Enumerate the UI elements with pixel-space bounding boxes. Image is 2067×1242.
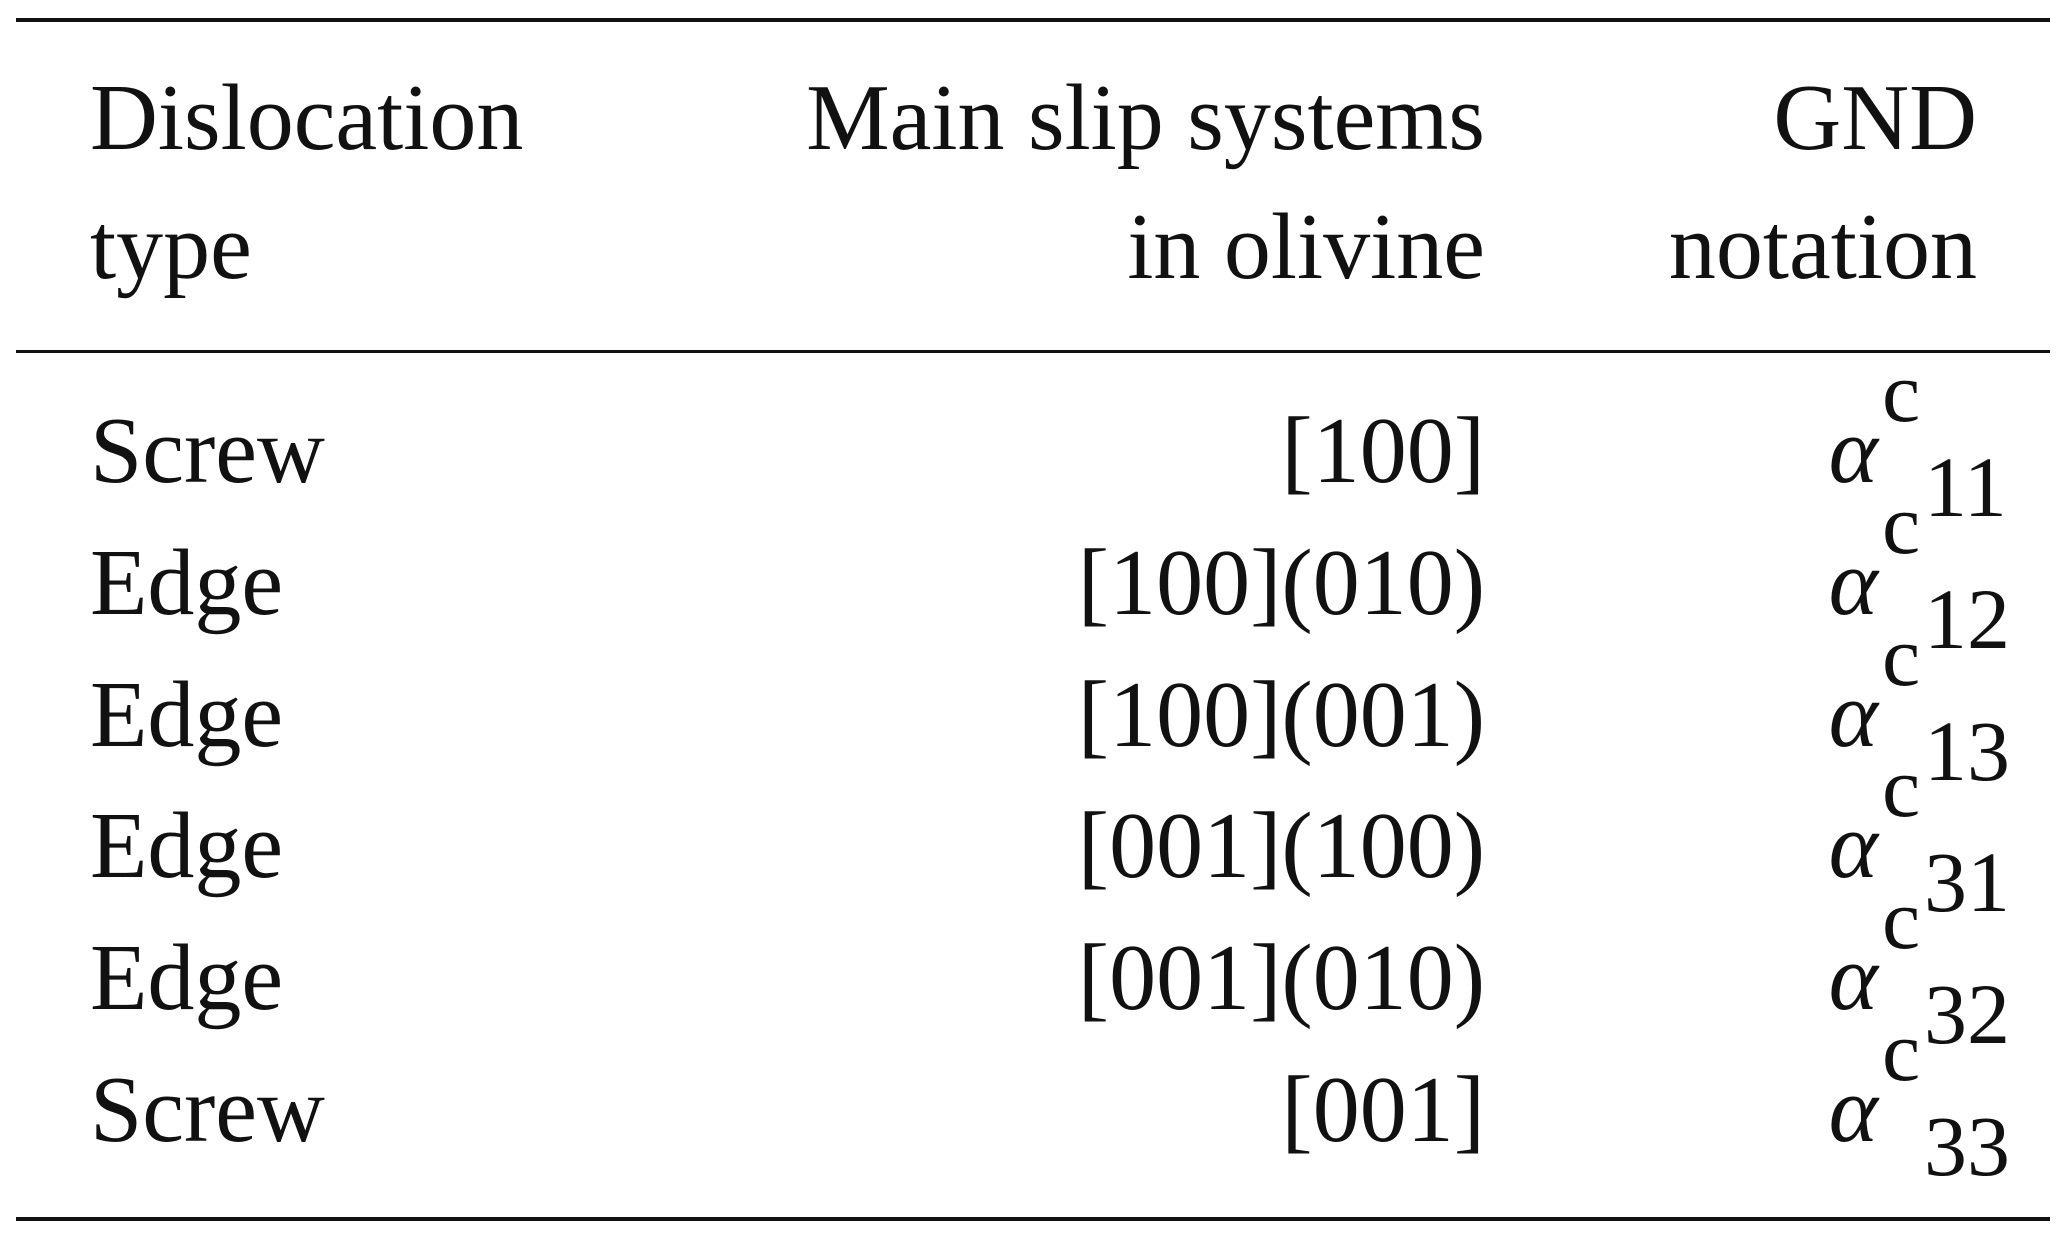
dislocation-type-cell: Edge bbox=[90, 663, 284, 767]
header-slip-systems-line2: in olivine bbox=[1127, 195, 1485, 299]
header-gnd-notation-line1: GND bbox=[1773, 66, 1977, 170]
alpha-symbol: α bbox=[1828, 1058, 1878, 1162]
header-dislocation-type-line1: Dislocation bbox=[90, 66, 524, 170]
alpha-symbol: α bbox=[1828, 399, 1878, 503]
header-rule bbox=[16, 350, 2050, 353]
header-dislocation-type-line2: type bbox=[90, 195, 252, 299]
subscript: 12 bbox=[1924, 571, 2010, 667]
dislocation-type-cell: Edge bbox=[90, 531, 284, 635]
bottom-rule bbox=[16, 1217, 2050, 1221]
superscript: c bbox=[1882, 476, 1921, 572]
subscript: 32 bbox=[1924, 966, 2010, 1062]
slip-system-cell: [100](001) bbox=[1077, 663, 1485, 767]
subscript: 13 bbox=[1924, 703, 2010, 799]
subscript: 11 bbox=[1924, 439, 2007, 535]
dislocation-type-cell: Edge bbox=[90, 926, 284, 1030]
alpha-symbol: α bbox=[1828, 531, 1878, 635]
dislocation-type-cell: Screw bbox=[90, 399, 325, 503]
slip-system-cell: [001](010) bbox=[1077, 926, 1485, 1030]
dislocation-type-cell: Screw bbox=[90, 1058, 325, 1162]
slip-system-cell: [100] bbox=[1281, 399, 1485, 503]
dislocation-type-cell: Edge bbox=[90, 794, 284, 898]
superscript: c bbox=[1882, 1003, 1921, 1099]
subscript: 31 bbox=[1924, 834, 2010, 930]
superscript: c bbox=[1882, 739, 1921, 835]
slip-system-cell: [100](010) bbox=[1077, 531, 1485, 635]
alpha-symbol: α bbox=[1828, 926, 1878, 1030]
superscript: c bbox=[1882, 608, 1921, 704]
header-gnd-notation-line2: notation bbox=[1668, 195, 1977, 299]
slip-system-cell: [001](100) bbox=[1077, 794, 1485, 898]
subscript: 33 bbox=[1924, 1098, 2010, 1194]
top-rule bbox=[16, 18, 2050, 22]
alpha-symbol: α bbox=[1828, 794, 1878, 898]
slip-system-cell: [001] bbox=[1281, 1058, 1485, 1162]
superscript: c bbox=[1882, 344, 1921, 440]
alpha-symbol: α bbox=[1828, 663, 1878, 767]
superscript: c bbox=[1882, 871, 1921, 967]
header-slip-systems-line1: Main slip systems bbox=[806, 66, 1485, 170]
